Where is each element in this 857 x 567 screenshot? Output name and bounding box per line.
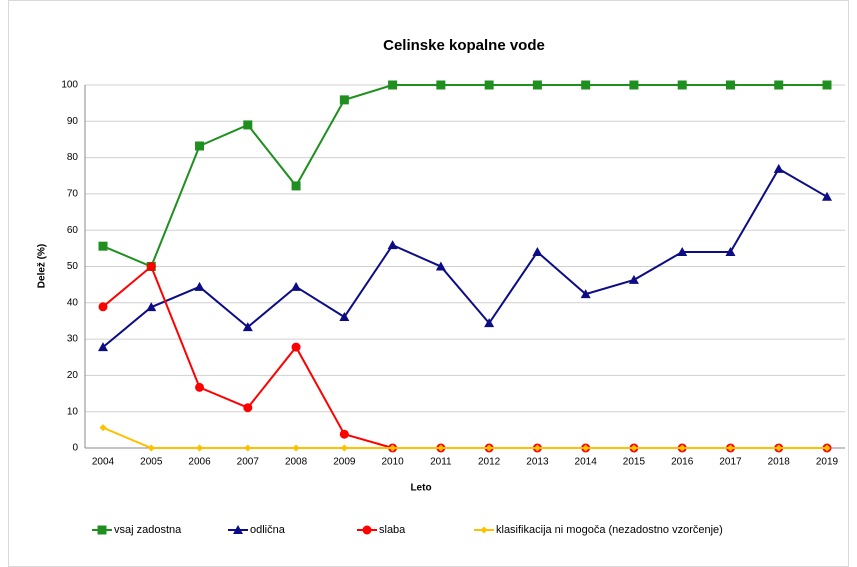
x-tick-label: 2008 bbox=[285, 457, 308, 468]
y-tick-label: 40 bbox=[67, 297, 79, 308]
data-point bbox=[242, 322, 253, 332]
legend-marker bbox=[362, 525, 372, 535]
data-point bbox=[291, 281, 302, 291]
data-point bbox=[773, 163, 784, 173]
data-point bbox=[630, 444, 638, 452]
data-point bbox=[435, 261, 446, 271]
x-tick-label: 2004 bbox=[92, 457, 115, 468]
x-tick-label: 2011 bbox=[430, 457, 452, 468]
y-tick-label: 30 bbox=[67, 334, 79, 345]
data-point bbox=[775, 444, 783, 452]
data-point bbox=[146, 302, 157, 312]
data-point bbox=[146, 262, 156, 271]
data-point bbox=[677, 246, 688, 256]
data-point bbox=[98, 302, 108, 312]
chart-title: Celinske kopalne vode bbox=[383, 37, 545, 54]
data-point bbox=[339, 311, 350, 321]
data-point bbox=[147, 444, 155, 452]
data-point bbox=[339, 429, 349, 439]
data-point bbox=[388, 80, 398, 90]
data-point bbox=[532, 80, 542, 90]
legend-marker bbox=[480, 526, 488, 534]
legend-label: vsaj zadostna bbox=[114, 524, 182, 536]
legend-label: klasifikacija ni mogoča (nezadostno vzor… bbox=[496, 524, 723, 536]
data-point bbox=[582, 444, 590, 452]
x-tick-label: 2016 bbox=[671, 457, 694, 468]
data-point bbox=[99, 424, 107, 432]
legend-marker bbox=[233, 525, 243, 534]
data-point bbox=[726, 444, 734, 452]
data-point bbox=[532, 246, 543, 256]
y-axis-label: Delež (%) bbox=[37, 244, 48, 288]
data-point bbox=[340, 444, 348, 452]
x-tick-label: 2018 bbox=[768, 457, 791, 468]
data-point bbox=[822, 191, 832, 201]
data-point bbox=[823, 444, 831, 452]
x-tick-label: 2012 bbox=[478, 457, 501, 468]
data-point bbox=[484, 80, 494, 90]
y-tick-label: 80 bbox=[67, 152, 79, 163]
x-tick-label: 2009 bbox=[333, 457, 356, 468]
data-point bbox=[774, 80, 784, 90]
x-axis-label: Leto bbox=[410, 483, 431, 494]
data-point bbox=[195, 141, 205, 151]
data-point bbox=[243, 120, 253, 130]
x-tick-label: 2019 bbox=[816, 457, 839, 468]
data-point bbox=[725, 246, 736, 256]
data-point bbox=[244, 444, 252, 452]
y-tick-label: 60 bbox=[67, 225, 79, 236]
data-point bbox=[822, 80, 832, 90]
data-point bbox=[677, 80, 687, 90]
y-tick-label: 100 bbox=[61, 80, 78, 91]
data-point bbox=[725, 80, 735, 90]
y-tick-label: 10 bbox=[67, 406, 79, 417]
chart-frame bbox=[8, 0, 849, 567]
legend-label: slaba bbox=[379, 524, 406, 536]
data-point bbox=[292, 444, 300, 452]
y-tick-label: 70 bbox=[67, 189, 79, 200]
data-point bbox=[437, 444, 445, 452]
data-point bbox=[389, 444, 397, 452]
x-tick-label: 2014 bbox=[575, 457, 598, 468]
x-tick-label: 2015 bbox=[623, 457, 646, 468]
series-line bbox=[102, 426, 827, 449]
data-point bbox=[291, 342, 301, 352]
data-point bbox=[339, 95, 349, 105]
data-point bbox=[533, 444, 541, 452]
data-point bbox=[243, 403, 253, 413]
y-tick-label: 0 bbox=[72, 443, 78, 454]
data-point bbox=[98, 342, 108, 352]
data-point bbox=[436, 80, 446, 90]
data-point bbox=[580, 289, 591, 299]
y-tick-label: 50 bbox=[67, 261, 79, 272]
data-point bbox=[387, 240, 398, 250]
data-point bbox=[194, 281, 205, 291]
data-point bbox=[581, 80, 591, 90]
x-tick-label: 2007 bbox=[237, 457, 260, 468]
legend-marker bbox=[97, 525, 107, 535]
data-point bbox=[98, 241, 108, 251]
x-tick-label: 2010 bbox=[381, 457, 404, 468]
x-tick-label: 2006 bbox=[188, 457, 211, 468]
series-line bbox=[102, 84, 827, 268]
data-point bbox=[196, 444, 204, 452]
data-point bbox=[291, 181, 301, 191]
data-point bbox=[678, 444, 686, 452]
series-line bbox=[102, 167, 828, 348]
x-tick-label: 2017 bbox=[719, 457, 742, 468]
y-tick-label: 20 bbox=[67, 370, 79, 381]
y-tick-label: 90 bbox=[67, 116, 79, 127]
data-point bbox=[195, 382, 205, 392]
data-point bbox=[484, 318, 495, 328]
data-point bbox=[629, 80, 639, 90]
x-tick-label: 2013 bbox=[526, 457, 549, 468]
data-point bbox=[485, 444, 493, 452]
data-point bbox=[628, 274, 639, 284]
legend-label: odlična bbox=[250, 524, 286, 536]
x-tick-label: 2005 bbox=[140, 457, 163, 468]
